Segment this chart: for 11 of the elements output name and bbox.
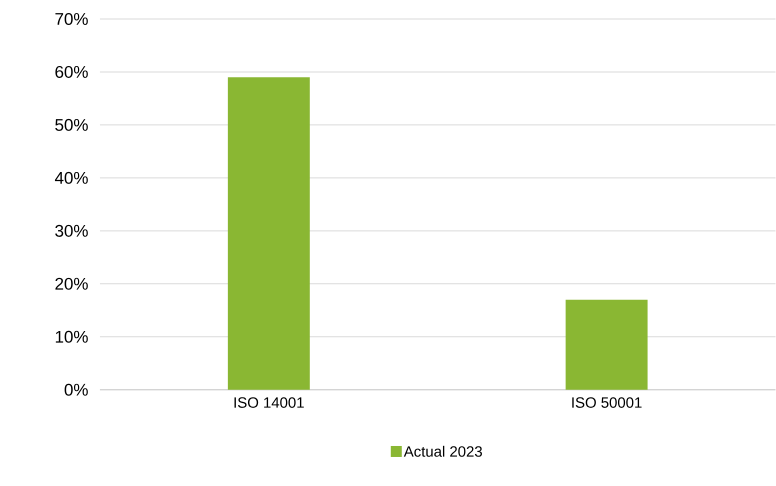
y-tick-label: 0% [64, 384, 88, 396]
legend-label: Actual 2023 [404, 446, 482, 457]
y-tick-label: 70% [55, 13, 88, 26]
y-tick-label: 60% [55, 66, 88, 78]
y-tick-label: 50% [55, 119, 88, 132]
x-tick-label: ISO 14001 [234, 397, 304, 408]
y-tick-label: 10% [56, 330, 88, 343]
y-tick-label: 40% [54, 172, 88, 184]
y-tick-label: 20% [55, 278, 88, 290]
y-tick-label: 30% [55, 225, 88, 237]
x-tick-label: ISO 50001 [572, 397, 642, 408]
